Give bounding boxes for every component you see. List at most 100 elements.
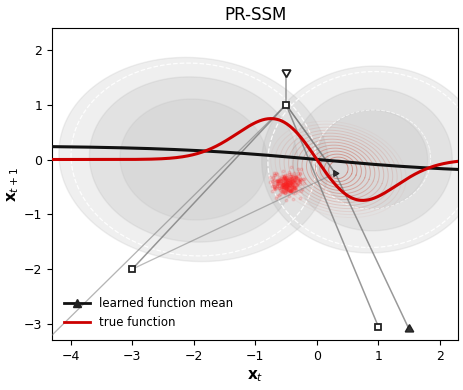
Point — [285, 188, 293, 194]
Point — [285, 169, 292, 176]
Point — [269, 183, 277, 190]
Point — [290, 178, 298, 184]
Point — [282, 177, 290, 183]
Point — [277, 181, 284, 188]
Point — [287, 188, 294, 194]
Point — [279, 179, 287, 185]
Point — [281, 183, 288, 189]
Point — [279, 175, 287, 181]
Point — [295, 179, 303, 185]
Polygon shape — [316, 110, 427, 209]
Point — [294, 173, 301, 179]
Polygon shape — [59, 57, 328, 262]
Point — [284, 179, 292, 185]
Point — [282, 183, 290, 189]
Point — [288, 195, 296, 202]
Point — [266, 174, 274, 180]
Point — [286, 188, 293, 194]
Point — [285, 176, 293, 183]
Point — [290, 183, 297, 189]
Polygon shape — [292, 88, 451, 231]
Point — [285, 184, 293, 190]
Point — [271, 170, 279, 176]
Point — [285, 182, 293, 188]
Point — [283, 172, 291, 178]
Point — [297, 187, 304, 193]
Point — [269, 174, 276, 181]
Point — [285, 182, 293, 188]
Point — [275, 177, 282, 183]
Point — [275, 185, 282, 191]
Point — [287, 173, 294, 179]
Point — [289, 170, 297, 176]
Point — [272, 178, 279, 184]
Point — [288, 190, 296, 197]
Point — [290, 187, 297, 193]
Point — [277, 183, 285, 189]
Point — [290, 187, 298, 193]
Point — [280, 184, 288, 190]
Point — [280, 181, 288, 188]
Point — [292, 175, 300, 181]
Point — [275, 191, 283, 197]
Point — [284, 179, 291, 186]
Point — [293, 182, 300, 188]
Point — [278, 177, 286, 184]
Point — [274, 181, 282, 187]
Point — [287, 187, 294, 193]
Point — [288, 174, 296, 180]
Point — [288, 185, 295, 191]
Point — [283, 183, 290, 190]
Point — [284, 187, 291, 193]
Point — [288, 182, 295, 188]
Point — [289, 177, 297, 183]
Point — [296, 181, 303, 187]
Point — [280, 189, 288, 195]
Point — [284, 183, 291, 190]
Point — [279, 179, 286, 185]
Point — [285, 181, 293, 188]
Point — [283, 186, 291, 192]
Point — [287, 188, 294, 195]
Point — [287, 176, 294, 182]
Point — [283, 182, 291, 188]
Point — [282, 185, 289, 191]
Point — [272, 183, 280, 190]
Point — [280, 181, 287, 187]
Point — [280, 174, 287, 180]
Point — [279, 175, 287, 181]
Point — [283, 187, 291, 193]
Point — [272, 185, 279, 191]
Point — [284, 181, 291, 187]
Point — [283, 174, 290, 180]
Point — [276, 186, 283, 193]
Point — [279, 184, 287, 190]
Point — [272, 180, 280, 186]
Point — [284, 176, 292, 182]
Point — [296, 176, 303, 183]
Point — [286, 182, 293, 188]
Point — [276, 176, 283, 182]
Point — [282, 177, 289, 184]
Point — [274, 192, 282, 199]
Point — [277, 177, 284, 183]
Point — [286, 179, 294, 185]
Point — [283, 177, 291, 184]
Point — [289, 182, 296, 188]
Point — [290, 184, 298, 190]
Point — [283, 188, 290, 194]
Point — [295, 178, 303, 184]
Point — [274, 177, 281, 183]
Point — [288, 175, 295, 181]
Point — [281, 180, 288, 186]
Point — [282, 179, 289, 185]
Point — [294, 166, 301, 172]
Point — [293, 176, 300, 182]
Point — [278, 182, 285, 188]
Point — [282, 181, 289, 187]
Title: PR-SSM: PR-SSM — [224, 5, 286, 23]
Point — [278, 189, 285, 195]
Point — [284, 183, 291, 189]
Point — [287, 171, 294, 177]
Point — [285, 183, 293, 190]
